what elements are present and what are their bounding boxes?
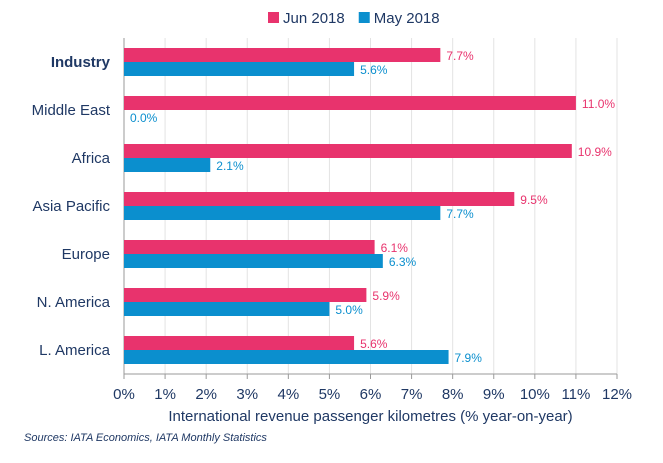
x-tick-label: 3% <box>236 386 258 403</box>
bar-jun-2018 <box>124 240 375 254</box>
data-label: 7.7% <box>446 49 474 63</box>
y-tick-label: Middle East <box>32 102 111 119</box>
x-tick-label: 11% <box>561 386 590 403</box>
bar-may-2018 <box>124 206 441 220</box>
x-tick-label: 8% <box>442 386 464 403</box>
x-tick-label: 9% <box>483 386 505 403</box>
bar-jun-2018 <box>124 96 576 110</box>
legend-swatch <box>268 12 279 23</box>
data-label: 11.0% <box>582 97 615 111</box>
data-label: 5.9% <box>372 289 400 303</box>
x-tick-label: 12% <box>602 386 632 403</box>
data-label: 5.6% <box>360 63 388 77</box>
bar-may-2018 <box>124 350 449 364</box>
x-tick-label: 6% <box>360 386 382 403</box>
data-label: 10.9% <box>578 145 612 159</box>
bar-may-2018 <box>124 254 383 268</box>
data-label: 6.3% <box>389 255 417 269</box>
data-label: 9.5% <box>520 193 548 207</box>
source-note: Sources: IATA Economics, IATA Monthly St… <box>24 432 267 444</box>
x-tick-label: 1% <box>154 386 176 403</box>
x-tick-label: 7% <box>401 386 423 403</box>
legend-swatch <box>358 12 370 23</box>
y-tick-label: Industry <box>51 54 111 71</box>
bar-may-2018 <box>124 62 355 76</box>
legend-label: May 2018 <box>374 10 440 27</box>
bar-jun-2018 <box>124 336 355 350</box>
bar-may-2018 <box>124 158 211 172</box>
x-tick-label: 5% <box>319 386 341 403</box>
x-axis-label: International revenue passenger kilometr… <box>168 408 572 425</box>
bar-jun-2018 <box>124 144 572 158</box>
data-label: 5.0% <box>335 303 363 317</box>
x-tick-label: 2% <box>195 386 217 403</box>
bar-jun-2018 <box>124 48 441 62</box>
y-tick-label: N. America <box>37 294 111 311</box>
data-label: 0.0% <box>130 111 158 125</box>
y-tick-label: L. America <box>39 342 111 359</box>
bar-jun-2018 <box>124 288 367 302</box>
data-label: 7.7% <box>446 207 474 221</box>
x-tick-label: 10% <box>520 386 550 403</box>
data-label: 7.9% <box>455 351 483 365</box>
x-tick-label: 4% <box>277 386 299 403</box>
y-tick-label: Africa <box>72 150 111 167</box>
data-label: 2.1% <box>216 159 244 173</box>
data-label: 6.1% <box>381 241 409 255</box>
bar-may-2018 <box>124 302 330 316</box>
data-label: 5.6% <box>360 337 388 351</box>
x-tick-label: 0% <box>113 386 135 403</box>
y-tick-label: Europe <box>62 246 110 263</box>
legend-label: Jun 2018 <box>283 10 345 27</box>
y-tick-label: Asia Pacific <box>32 198 110 215</box>
bar-jun-2018 <box>124 192 515 206</box>
